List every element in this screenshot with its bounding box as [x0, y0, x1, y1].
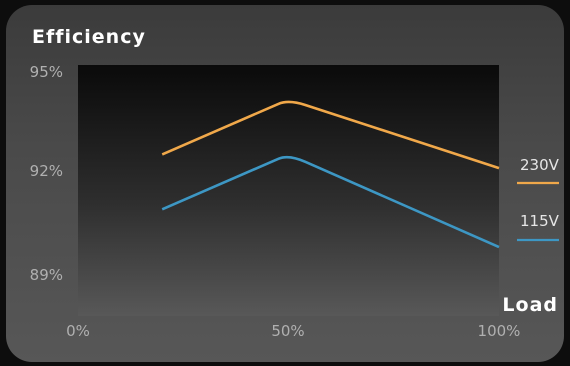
x-tick-label-100: 100%	[478, 322, 521, 340]
y-tick-label-89: 89%	[30, 266, 63, 284]
x-tick-label-50: 50%	[271, 322, 304, 340]
legend: 230V 115V	[517, 156, 560, 242]
x-tick-label-0: 0%	[66, 322, 90, 340]
y-tick-label-95: 95%	[30, 63, 63, 81]
efficiency-chart: Efficiency 95% 92% 89% 0% 50% 100% Load …	[30, 26, 560, 340]
series-line-115v	[161, 155, 500, 249]
x-axis-label: Load	[502, 294, 558, 316]
plot-area	[78, 65, 499, 316]
chart-card: Efficiency 95% 92% 89% 0% 50% 100% Load …	[6, 5, 564, 362]
series-line-230v	[161, 100, 500, 170]
legend-label-115v: 115V	[520, 212, 560, 230]
series-layer	[161, 100, 500, 249]
chart-title: Efficiency	[32, 26, 146, 48]
y-tick-label-92: 92%	[30, 162, 63, 180]
legend-label-230v: 230V	[520, 156, 560, 174]
